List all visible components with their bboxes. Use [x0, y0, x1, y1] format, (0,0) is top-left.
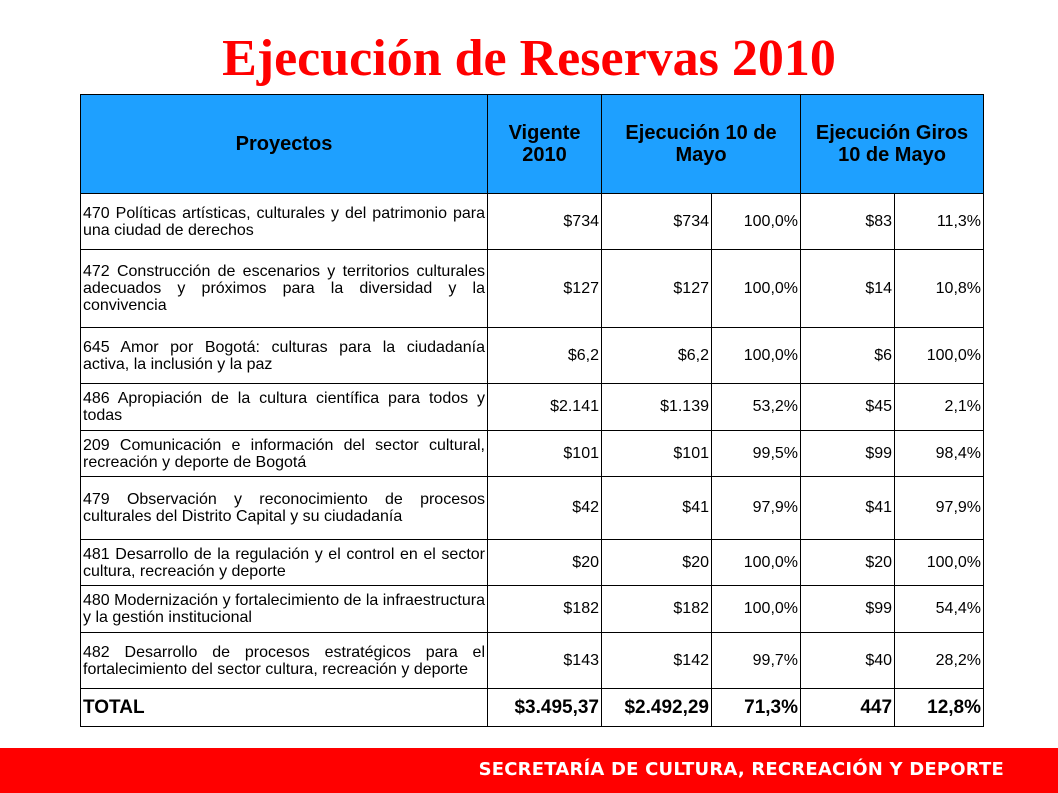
ejecucion-pct-cell: 100,0% [710, 327, 802, 384]
table-row: 209 Comunicación e información del secto… [80, 430, 985, 477]
ejecucion-cell: $182 [601, 585, 712, 633]
giros-cell: $6 [800, 327, 896, 384]
giros-pct-cell: 28,2% [894, 632, 985, 689]
giros-cell: $83 [800, 193, 896, 250]
giros-cell: $20 [800, 539, 896, 586]
proyecto-cell: 481 Desarrollo de la regulación y el con… [80, 539, 488, 586]
vigente-cell: $182 [487, 585, 602, 633]
ejecucion-pct-cell: 53,2% [710, 383, 802, 431]
giros-cell: $14 [800, 249, 896, 328]
total-giros-pct: 12,8% [894, 688, 985, 727]
table-row: 645 Amor por Bogotá: culturas para la ci… [80, 327, 985, 384]
ejecucion-cell: $20 [601, 539, 712, 586]
header-ejecucion: Ejecución 10 de Mayo [600, 94, 802, 194]
ejecucion-pct-cell: 100,0% [710, 585, 802, 633]
total-giros: 447 [800, 688, 896, 727]
ejecucion-pct-cell: 100,0% [710, 539, 802, 586]
proyecto-cell: 209 Comunicación e información del secto… [80, 430, 488, 477]
reservas-table: Proyectos Vigente 2010 Ejecución 10 de M… [80, 94, 985, 727]
ejecucion-cell: $1.139 [601, 383, 712, 431]
proyecto-cell: 470 Políticas artísticas, culturales y d… [80, 193, 488, 250]
vigente-cell: $42 [487, 476, 602, 540]
proyecto-cell: 645 Amor por Bogotá: culturas para la ci… [80, 327, 488, 384]
giros-cell: $41 [800, 476, 896, 540]
giros-pct-cell: 97,9% [894, 476, 985, 540]
footer-bar: SECRETARÍA DE CULTURA, RECREACIÓN Y DEPO… [0, 748, 1058, 793]
vigente-cell: $6,2 [487, 327, 602, 384]
proyecto-cell: 482 Desarrollo de procesos estratégicos … [80, 632, 488, 689]
ejecucion-pct-cell: 99,5% [710, 430, 802, 477]
vigente-cell: $143 [487, 632, 602, 689]
giros-pct-cell: 54,4% [894, 585, 985, 633]
total-ejecucion-pct: 71,3% [710, 688, 802, 727]
giros-cell: $40 [800, 632, 896, 689]
proyecto-cell: 480 Modernización y fortalecimiento de l… [80, 585, 488, 633]
giros-cell: $99 [800, 585, 896, 633]
total-ejecucion: $2.492,29 [601, 688, 712, 727]
total-vigente: $3.495,37 [487, 688, 602, 727]
total-row: TOTAL $3.495,37 $2.492,29 71,3% 447 12,8… [80, 688, 985, 727]
vigente-cell: $2.141 [487, 383, 602, 431]
header-giros: Ejecución Giros 10 de Mayo [800, 94, 985, 194]
giros-cell: $99 [800, 430, 896, 477]
ejecucion-pct-cell: 97,9% [710, 476, 802, 540]
ejecucion-cell: $142 [601, 632, 712, 689]
table-row: 470 Políticas artísticas, culturales y d… [80, 193, 985, 250]
header-vigente: Vigente 2010 [487, 94, 602, 194]
table-header-row: Proyectos Vigente 2010 Ejecución 10 de M… [80, 94, 985, 194]
total-label: TOTAL [80, 688, 488, 727]
proyecto-cell: 472 Construcción de escenarios y territo… [80, 249, 488, 328]
ejecucion-cell: $41 [601, 476, 712, 540]
page-title: Ejecución de Reservas 2010 [222, 30, 836, 87]
footer-text: SECRETARÍA DE CULTURA, RECREACIÓN Y DEPO… [478, 759, 1004, 780]
ejecucion-cell: $6,2 [601, 327, 712, 384]
header-proyectos: Proyectos [80, 94, 488, 194]
giros-pct-cell: 100,0% [894, 539, 985, 586]
ejecucion-pct-cell: 100,0% [710, 249, 802, 328]
table-row: 486 Apropiación de la cultura científica… [80, 383, 985, 431]
vigente-cell: $127 [487, 249, 602, 328]
table-row: 480 Modernización y fortalecimiento de l… [80, 585, 985, 633]
giros-pct-cell: 10,8% [894, 249, 985, 328]
vigente-cell: $20 [487, 539, 602, 586]
table-row: 472 Construcción de escenarios y territo… [80, 249, 985, 328]
table-row: 479 Observación y reconocimiento de proc… [80, 476, 985, 540]
ejecucion-cell: $101 [601, 430, 712, 477]
proyecto-cell: 486 Apropiación de la cultura científica… [80, 383, 488, 431]
table-row: 482 Desarrollo de procesos estratégicos … [80, 632, 985, 689]
table-row: 481 Desarrollo de la regulación y el con… [80, 539, 985, 586]
ejecucion-cell: $734 [601, 193, 712, 250]
giros-pct-cell: 98,4% [894, 430, 985, 477]
ejecucion-cell: $127 [601, 249, 712, 328]
giros-pct-cell: 2,1% [894, 383, 985, 431]
giros-cell: $45 [800, 383, 896, 431]
giros-pct-cell: 100,0% [894, 327, 985, 384]
vigente-cell: $734 [487, 193, 602, 250]
ejecucion-pct-cell: 99,7% [710, 632, 802, 689]
giros-pct-cell: 11,3% [894, 193, 985, 250]
proyecto-cell: 479 Observación y reconocimiento de proc… [80, 476, 488, 540]
vigente-cell: $101 [487, 430, 602, 477]
ejecucion-pct-cell: 100,0% [710, 193, 802, 250]
